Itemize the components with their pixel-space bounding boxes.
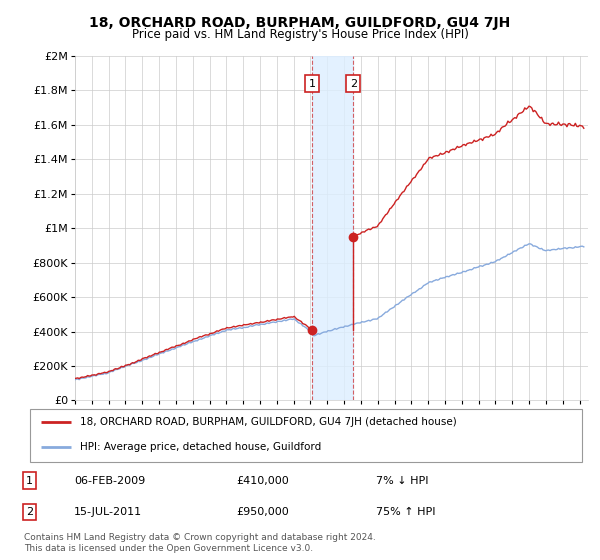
- Text: 2: 2: [26, 507, 33, 517]
- Text: 1: 1: [26, 475, 33, 486]
- Text: Contains HM Land Registry data © Crown copyright and database right 2024.
This d: Contains HM Land Registry data © Crown c…: [24, 533, 376, 553]
- Text: 75% ↑ HPI: 75% ↑ HPI: [376, 507, 435, 517]
- Text: £410,000: £410,000: [236, 475, 289, 486]
- Text: 2: 2: [350, 78, 357, 88]
- Text: 06-FEB-2009: 06-FEB-2009: [74, 475, 145, 486]
- FancyBboxPatch shape: [30, 409, 582, 462]
- Text: 1: 1: [308, 78, 316, 88]
- Text: 15-JUL-2011: 15-JUL-2011: [74, 507, 142, 517]
- Text: 18, ORCHARD ROAD, BURPHAM, GUILDFORD, GU4 7JH: 18, ORCHARD ROAD, BURPHAM, GUILDFORD, GU…: [89, 16, 511, 30]
- Text: £950,000: £950,000: [236, 507, 289, 517]
- Text: 18, ORCHARD ROAD, BURPHAM, GUILDFORD, GU4 7JH (detached house): 18, ORCHARD ROAD, BURPHAM, GUILDFORD, GU…: [80, 417, 457, 427]
- Text: 7% ↓ HPI: 7% ↓ HPI: [376, 475, 428, 486]
- Text: HPI: Average price, detached house, Guildford: HPI: Average price, detached house, Guil…: [80, 442, 321, 452]
- Bar: [312, 56, 353, 400]
- Text: Price paid vs. HM Land Registry's House Price Index (HPI): Price paid vs. HM Land Registry's House …: [131, 28, 469, 41]
